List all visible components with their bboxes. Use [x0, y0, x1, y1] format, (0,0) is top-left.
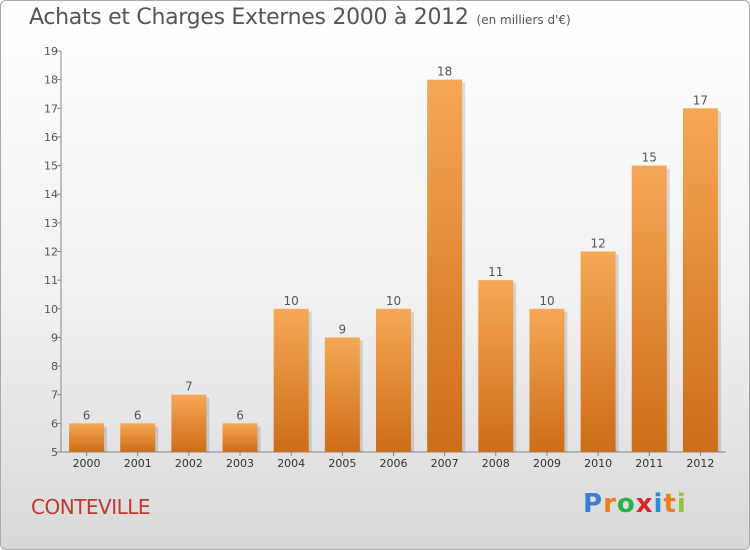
bar	[324, 337, 360, 452]
data-label: 6	[83, 408, 91, 422]
bar	[69, 423, 105, 452]
x-tick-label: 2010	[584, 457, 612, 470]
proxiti-logo: Proxiti	[583, 489, 687, 519]
data-label: 15	[642, 151, 657, 165]
logo-letter: P	[583, 489, 604, 519]
bar	[478, 280, 514, 452]
data-label: 10	[539, 294, 554, 308]
bar	[273, 308, 309, 452]
bar	[120, 423, 156, 452]
logo-letter: o	[616, 489, 636, 519]
y-tick-label: 18	[44, 74, 58, 87]
chart-title-block: Achats et Charges Externes 2000 à 2012 (e…	[29, 5, 571, 30]
logo-letter: i	[676, 489, 687, 519]
x-tick-label: 2002	[175, 457, 203, 470]
data-label: 11	[488, 265, 503, 279]
x-tick-label: 2009	[533, 457, 561, 470]
y-tick-label: 5	[51, 446, 58, 459]
bar	[580, 251, 616, 452]
x-tick-label: 2001	[124, 457, 152, 470]
logo-letter: r	[603, 489, 617, 519]
x-tick-label: 2008	[482, 457, 510, 470]
logo-letter: i	[653, 489, 664, 519]
commune-name: CONTEVILLE	[31, 495, 151, 519]
logo-letter: x	[635, 489, 654, 519]
data-label: 7	[185, 380, 193, 394]
bar	[427, 79, 463, 453]
unit-note: (en milliers d'€)	[476, 13, 571, 27]
x-tick-label: 2011	[635, 457, 663, 470]
data-label: 10	[284, 294, 299, 308]
y-tick-label: 10	[44, 303, 58, 316]
chart-title: Achats et Charges Externes 2000 à 2012	[29, 5, 469, 30]
data-label: 6	[134, 408, 142, 422]
data-label: 6	[236, 408, 244, 422]
x-tick-label: 2007	[431, 457, 459, 470]
y-tick-label: 11	[44, 274, 58, 287]
y-tick-label: 19	[44, 45, 58, 58]
x-tick-label: 2006	[380, 457, 408, 470]
y-tick-label: 17	[44, 102, 58, 115]
x-tick-label: 2005	[328, 457, 356, 470]
y-tick-label: 15	[44, 160, 58, 173]
y-tick-label: 14	[44, 188, 58, 201]
x-tick-label: 2003	[226, 457, 254, 470]
data-label: 9	[339, 322, 347, 336]
x-tick-label: 2004	[277, 457, 305, 470]
bar	[376, 308, 411, 452]
data-label: 10	[386, 294, 401, 308]
y-tick-label: 6	[51, 417, 58, 430]
x-tick-label: 2012	[686, 457, 714, 470]
y-tick-label: 9	[51, 331, 58, 344]
bar	[631, 165, 667, 453]
data-label: 17	[693, 93, 708, 107]
data-label: 12	[590, 237, 605, 251]
bar	[171, 394, 207, 452]
y-tick-label: 13	[44, 217, 58, 230]
bar	[682, 108, 718, 453]
bar	[529, 308, 565, 452]
y-tick-label: 16	[44, 131, 58, 144]
logo-letter: t	[663, 489, 677, 519]
y-tick-label: 8	[51, 360, 58, 373]
data-label: 18	[437, 65, 452, 79]
bar	[222, 423, 258, 452]
x-tick-label: 2000	[73, 457, 101, 470]
y-tick-label: 12	[44, 246, 58, 259]
y-tick-label: 7	[51, 389, 58, 402]
